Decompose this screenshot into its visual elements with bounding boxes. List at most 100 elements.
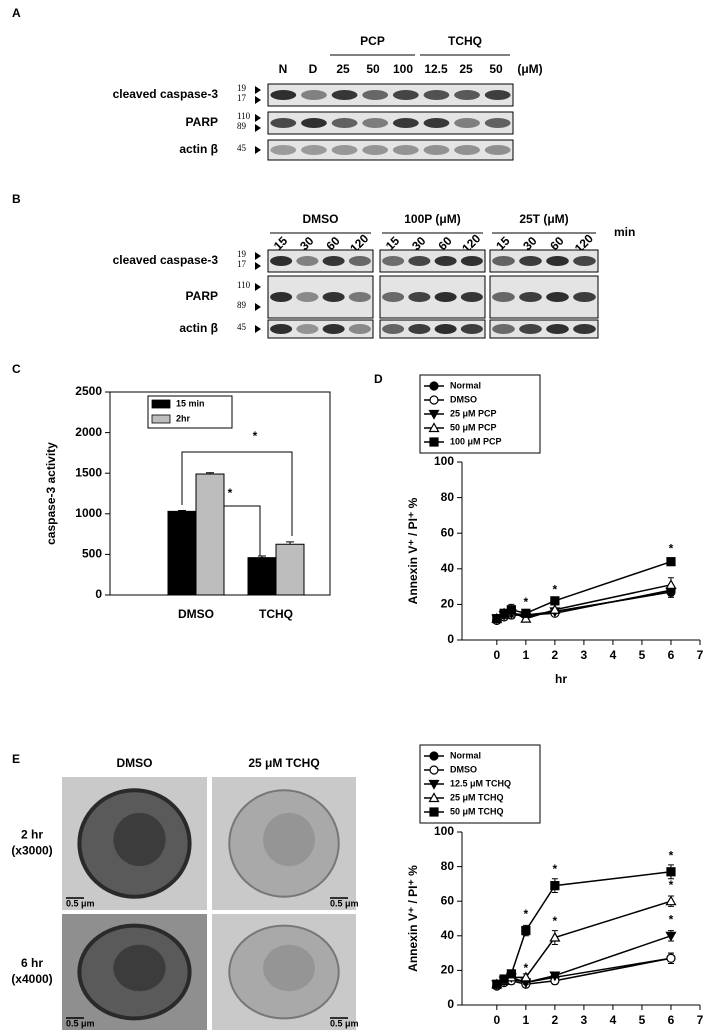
blot <box>267 83 514 107</box>
legend-marker <box>428 409 440 420</box>
y-tick-label: 500 <box>82 547 102 561</box>
band <box>382 292 405 302</box>
row-label: PARP <box>186 289 218 303</box>
y-axis-label: Annexin V⁺ / PI⁺ % <box>406 865 420 972</box>
legend-marker <box>428 422 440 433</box>
band <box>460 324 483 334</box>
x-tick-label: 3 <box>581 648 588 662</box>
arrowhead <box>255 252 261 260</box>
band <box>392 118 419 128</box>
marker <box>520 612 532 623</box>
significance: * <box>669 912 674 926</box>
band <box>362 145 389 155</box>
band <box>270 256 293 266</box>
legend-label: 50 μM TCHQ <box>450 806 504 816</box>
legend-label: 15 min <box>176 398 205 408</box>
band <box>322 292 345 302</box>
group-label: 25T (μM) <box>519 212 568 226</box>
legend-box <box>419 374 541 454</box>
row-label: actin β <box>179 142 218 156</box>
y-axis-label: Annexin V⁺ / PI⁺ % <box>406 497 420 604</box>
size-marker: 110 <box>237 111 251 121</box>
band <box>546 256 569 266</box>
band <box>573 324 596 334</box>
band <box>492 324 515 334</box>
significance: * <box>553 582 558 596</box>
significance: * <box>553 914 558 928</box>
row-label: 2 hr <box>21 828 43 842</box>
legend-label: DMSO <box>450 394 477 404</box>
row-label: (x3000) <box>11 844 52 858</box>
band <box>573 256 596 266</box>
lane-label: 50 <box>366 62 380 76</box>
lane-label: 12.5 <box>424 62 448 76</box>
y-tick-label: 100 <box>434 824 454 838</box>
x-tick-label: 0 <box>493 1013 500 1027</box>
marker <box>549 971 561 982</box>
group-label: 100P (μM) <box>404 212 460 226</box>
y-tick-label: 0 <box>447 997 454 1011</box>
band <box>348 324 371 334</box>
bracket <box>181 451 293 536</box>
x-tick-label: 4 <box>610 1013 617 1027</box>
legend-label: DMSO <box>450 764 477 774</box>
band <box>270 324 293 334</box>
legend-swatch <box>151 414 171 424</box>
size-marker: 89 <box>237 121 247 131</box>
marker <box>549 604 561 614</box>
arrowhead <box>255 303 261 311</box>
nucleus <box>113 944 166 992</box>
legend-marker <box>428 779 440 790</box>
error-bar <box>206 472 214 475</box>
arrowhead <box>255 146 261 154</box>
band <box>270 118 297 128</box>
significance: * <box>253 429 258 443</box>
row-label: 6 hr <box>21 956 43 970</box>
nucleus <box>263 812 315 867</box>
scale-bar-label: 0.5 μm <box>66 1018 95 1028</box>
y-tick-label: 40 <box>441 561 455 575</box>
legend-marker <box>429 381 439 391</box>
size-marker: 89 <box>237 300 247 310</box>
error-bar <box>286 541 294 545</box>
marker <box>665 895 677 906</box>
band <box>434 256 457 266</box>
panel-label: D <box>374 372 383 386</box>
panel-label: B <box>12 192 21 206</box>
x-tick-label: 2 <box>552 1013 559 1027</box>
arrowhead <box>255 114 261 122</box>
band <box>331 90 358 100</box>
lane-label: 50 <box>489 62 503 76</box>
legend-label: 25 μM PCP <box>450 408 497 418</box>
row-label: cleaved caspase-3 <box>113 87 219 101</box>
band <box>484 90 511 100</box>
marker <box>549 931 561 942</box>
band <box>362 118 389 128</box>
band <box>519 324 542 334</box>
band <box>331 145 358 155</box>
band <box>484 145 511 155</box>
legend-label: 25 μM TCHQ <box>450 792 504 802</box>
bar <box>247 557 277 596</box>
x-tick-label: 2 <box>552 648 559 662</box>
band <box>408 292 431 302</box>
x-tick-label: 7 <box>697 1013 704 1027</box>
legend-label: 100 μM PCP <box>450 436 502 446</box>
error-bar <box>178 510 186 512</box>
bar <box>195 473 225 596</box>
x-tick-label: 7 <box>697 648 704 662</box>
marker <box>666 557 676 567</box>
lane-label: 100 <box>393 62 413 76</box>
x-tick-label: 4 <box>610 648 617 662</box>
group-label: DMSO <box>303 212 339 226</box>
size-marker: 45 <box>237 143 247 153</box>
arrowhead <box>255 325 261 333</box>
size-marker: 17 <box>237 93 247 103</box>
legend-label: Normal <box>450 750 481 760</box>
x-tick-label: 1 <box>523 1013 530 1027</box>
bar <box>275 543 305 596</box>
legend-label: 50 μM PCP <box>450 422 497 432</box>
x-tick-label: 6 <box>668 1013 675 1027</box>
group-label: TCHQ <box>448 34 482 48</box>
axes <box>461 832 700 1006</box>
